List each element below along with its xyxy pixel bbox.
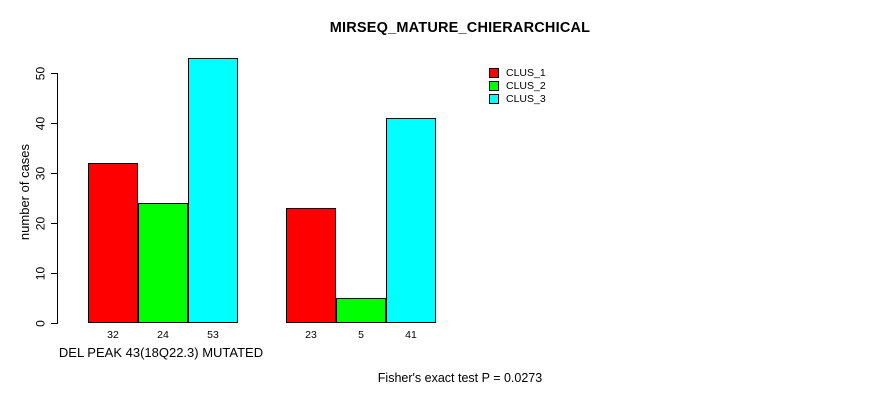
y-tick-label: 20 bbox=[33, 216, 48, 230]
bar-value-label: 24 bbox=[157, 329, 169, 341]
bar-value-label: 23 bbox=[305, 329, 317, 341]
y-tick-label: 30 bbox=[33, 166, 48, 180]
legend-label: CLUS_1 bbox=[506, 66, 546, 79]
chart-title: MIRSEQ_MATURE_CHIERARCHICAL bbox=[329, 20, 591, 36]
y-axis-label: number of cases bbox=[17, 143, 32, 241]
y-tick-mark bbox=[51, 72, 57, 74]
legend-swatch-icon bbox=[489, 67, 499, 78]
bar-clus_3-group1 bbox=[188, 58, 238, 323]
legend-label: CLUS_3 bbox=[506, 93, 546, 106]
bar-clus_1-group2 bbox=[286, 208, 336, 323]
legend-label: CLUS_2 bbox=[506, 79, 546, 92]
bar-clus_1-group1 bbox=[88, 163, 138, 323]
legend-item-clus_1: CLUS_1 bbox=[489, 66, 546, 79]
y-tick-mark bbox=[51, 122, 57, 124]
y-tick-label: 40 bbox=[33, 116, 48, 130]
bar-value-label: 32 bbox=[107, 329, 119, 341]
bar-clus_2-group1 bbox=[138, 203, 188, 323]
legend-swatch-icon bbox=[489, 94, 499, 105]
y-axis-line bbox=[57, 73, 58, 324]
y-tick-label: 10 bbox=[33, 266, 48, 280]
legend-item-clus_3: CLUS_3 bbox=[489, 93, 546, 106]
x-axis-group-label: DEL PEAK 43(18Q22.3) MUTATED bbox=[58, 345, 264, 360]
y-tick-label: 50 bbox=[33, 66, 48, 80]
bar-clus_2-group2 bbox=[336, 298, 386, 323]
bar-value-label: 41 bbox=[405, 329, 417, 341]
legend-swatch-icon bbox=[489, 80, 499, 91]
bar-value-label: 5 bbox=[358, 329, 364, 341]
y-tick-label: 0 bbox=[33, 319, 48, 327]
fisher-test-note: Fisher's exact test P = 0.0273 bbox=[377, 371, 543, 385]
y-tick-mark bbox=[51, 322, 57, 324]
bar-clus_3-group2 bbox=[386, 118, 436, 323]
legend-item-clus_2: CLUS_2 bbox=[489, 79, 546, 92]
bar-value-label: 53 bbox=[207, 329, 219, 341]
legend: CLUS_1 CLUS_2 CLUS_3 bbox=[489, 66, 546, 106]
y-tick-mark bbox=[51, 272, 57, 274]
y-tick-mark bbox=[51, 172, 57, 174]
y-tick-mark bbox=[51, 222, 57, 224]
